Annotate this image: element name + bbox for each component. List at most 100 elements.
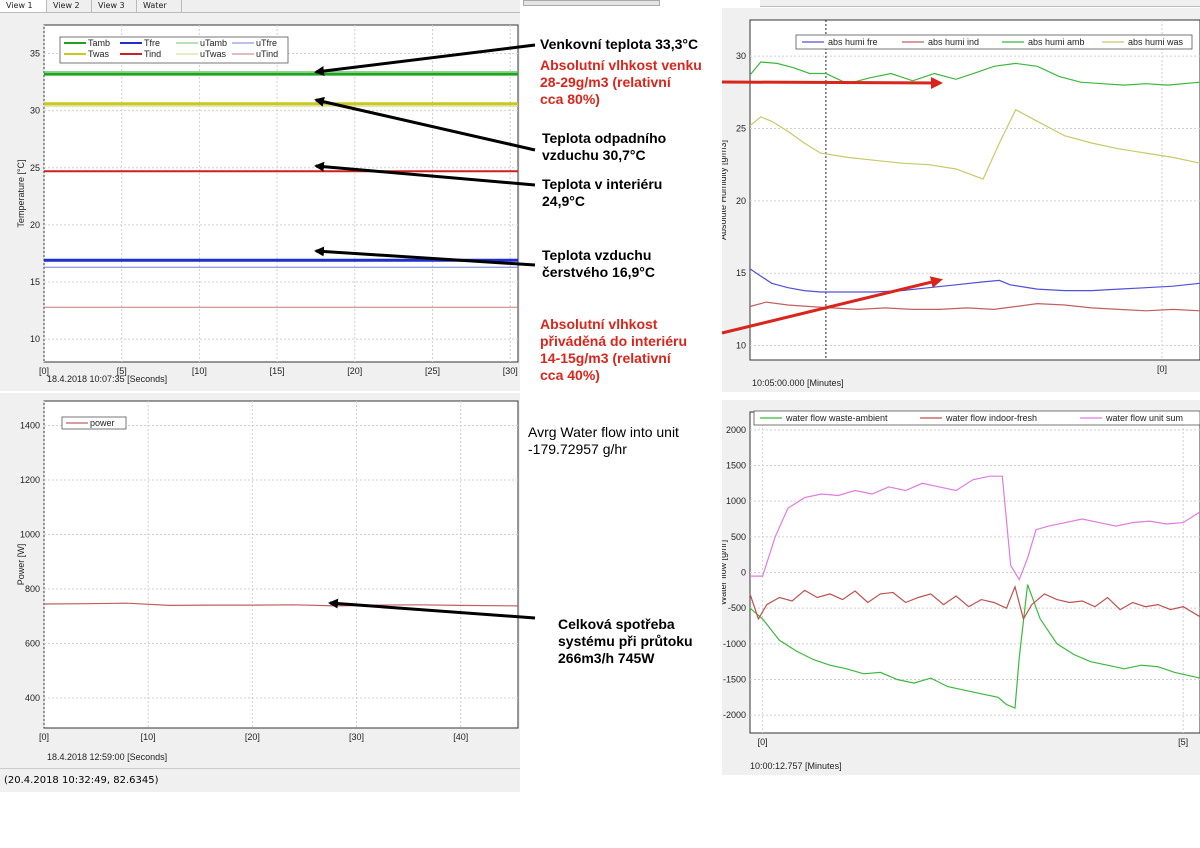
annotation-line: přiváděná do interiéru (540, 333, 688, 349)
plot-area (43, 400, 519, 729)
legend-box (795, 34, 1193, 50)
arrow-abs-hum-out (721, 76, 943, 89)
legend: water flow waste-ambient water flow indoo… (753, 410, 1200, 426)
annotation-line: Teplota v interiéru (542, 176, 663, 192)
legend: abs humi fre abs humi ind abs humi amb abs … (795, 34, 1193, 50)
y-axis-label: Water flow [g/hr] (722, 540, 728, 605)
annotation-line: Venkovní teplota 33,3°C (540, 36, 699, 52)
annotation-line: Absolutní vlhkost (540, 316, 658, 332)
tab-view-2[interactable]: View 2 (47, 0, 92, 12)
legend-label: water flow waste-ambient (785, 413, 888, 423)
y-tick-label: 1200 (20, 475, 40, 485)
annotation-line: 28-29g/m3 (relativní (540, 74, 671, 90)
y-tick-label: 30 (736, 51, 746, 61)
annotation-power-total: Celková spotřeba systému při průtoku 266… (558, 616, 693, 667)
legend-label: uTwas (200, 49, 227, 59)
tab-view-1[interactable]: View 1 (0, 0, 47, 12)
x-tick-label: [10] (141, 732, 156, 742)
legend-label: uTfre (256, 38, 277, 48)
y-tick-label: -1000 (723, 639, 746, 649)
legend: power (61, 416, 127, 430)
y-tick-label: 10 (30, 334, 40, 344)
tab-water[interactable]: Water (137, 0, 182, 12)
view-tab-bar: View 1 View 2 View 3 Water (0, 0, 520, 13)
series-group (749, 475, 1200, 709)
legend-label: power (90, 418, 115, 428)
legend-label: abs humi amb (1028, 37, 1085, 47)
y-tick-label: 20 (30, 220, 40, 230)
x-tick-label: [0] (758, 737, 768, 747)
annotation-abs-hum-in: Absolutní vlhkost přiváděná do interiéru… (540, 316, 687, 384)
annotation-abs-hum-out: Absolutní vlhkost venku 28-29g/m3 (relat… (540, 57, 702, 108)
y-tick-label: 15 (30, 277, 40, 287)
annotation-line: vzduchu 30,7°C (542, 147, 646, 163)
annotation-indoor-temp: Teplota v interiéru 24,9°C (542, 176, 662, 210)
time-axis-label: 10:00:12.757 [Minutes] (750, 761, 842, 771)
series-line-abs-humi-amb (749, 61, 1200, 86)
y-tick-label: 30 (30, 106, 40, 116)
annotation-fresh-temp: Teplota vzduchu čerstvého 16,9°C (542, 247, 655, 281)
legend-label: water flow indoor-fresh (945, 413, 1037, 423)
y-tick-label: 1500 (726, 461, 746, 471)
x-tick-label: [30] (503, 366, 518, 376)
x-tick-label: [0] (39, 366, 49, 376)
annotation-line: Absolutní vlhkost venku (540, 57, 702, 73)
tab-label: Water (143, 1, 167, 10)
annotation-line: Teplota odpadního (542, 130, 667, 146)
y-axis-label: Power [W] (16, 544, 26, 586)
y-tick-label: 1400 (20, 421, 40, 431)
series-line-abs-humi-ind (749, 301, 1200, 312)
y-tick-label: 1000 (20, 530, 40, 540)
y-tick-label: 800 (25, 584, 40, 594)
tab-label: View 2 (53, 1, 80, 10)
absolute-humidity-chart: 10 15 20 25 30 [0] 10:05:00.000 [Minutes] Absol… (722, 19, 1200, 388)
legend-label: abs humi was (1128, 37, 1184, 47)
plot-area (749, 19, 1200, 361)
legend-label: Tind (144, 49, 161, 59)
water-flow-chart: -2000 -1500 -1000 -500 0 500 1000 1500 2000 [0] [5… (722, 410, 1200, 771)
series-line-water-flow-waste-ambient (749, 584, 1200, 709)
legend-label: abs humi ind (928, 37, 979, 47)
annotation-line: cca 40%) (540, 367, 600, 383)
window-edge (760, 0, 1200, 7)
legend-box (61, 416, 127, 430)
x-tick-label: [20] (347, 366, 362, 376)
legend-label: Tfre (144, 38, 160, 48)
legend-label: abs humi fre (828, 37, 878, 47)
y-tick-label: 20 (736, 196, 746, 206)
annotation-exhaust-temp: Teplota odpadního vzduchu 30,7°C (542, 130, 666, 164)
y-tick-label: 600 (25, 639, 40, 649)
plot-area (43, 24, 519, 363)
status-bar: (20.4.2018 10:32:49, 82.6345) (0, 768, 520, 792)
annotation-line: 266m3/h 745W (558, 650, 655, 666)
x-tick-label: [5] (117, 366, 127, 376)
arrow-exhaust-temp (314, 96, 536, 152)
annotation-line: 14-15g/m3 (relativní (540, 350, 671, 366)
legend-box (753, 410, 1200, 426)
legend: Tamb Tfre uTamb uTfre Twas Tind uTwas uTind (59, 36, 289, 64)
legend-label: water flow unit sum (1105, 413, 1183, 423)
annotation-line: čerstvého 16,9°C (542, 264, 655, 280)
y-tick-label: 2000 (726, 425, 746, 435)
annotation-line: Teplota vzduchu (542, 247, 652, 263)
annotation-line: Avrg Water flow into unit (528, 424, 679, 440)
y-tick-label: 400 (25, 693, 40, 703)
x-tick-label: [0] (39, 732, 49, 742)
tab-view-3[interactable]: View 3 (92, 0, 137, 12)
series-group (43, 602, 519, 607)
series-line-water-flow-indoor-fresh (749, 584, 1200, 621)
annotation-water-flow-avg: Avrg Water flow into unit -179.72957 g/h… (528, 424, 679, 458)
annotation-line: cca 80%) (540, 91, 600, 107)
legend-box (59, 36, 289, 64)
arrow-fresh-temp (314, 246, 536, 267)
time-axis-label: 18.4.2018 12:59:00 [Seconds] (47, 752, 167, 762)
arrow-indoor-temp (314, 161, 536, 187)
annotation-outdoor-temp: Venkovní teplota 33,3°C (540, 36, 698, 53)
tab-label: View 3 (98, 1, 125, 10)
tab-label: View 1 (6, 1, 33, 10)
x-tick-label: [10] (192, 366, 207, 376)
x-tick-label: [40] (453, 732, 468, 742)
y-axis-label: Absolute Humidity [g/m3] (722, 140, 728, 240)
annotation-line: Celková spotřeba (558, 616, 675, 632)
x-tick-label: [5] (1178, 737, 1188, 747)
